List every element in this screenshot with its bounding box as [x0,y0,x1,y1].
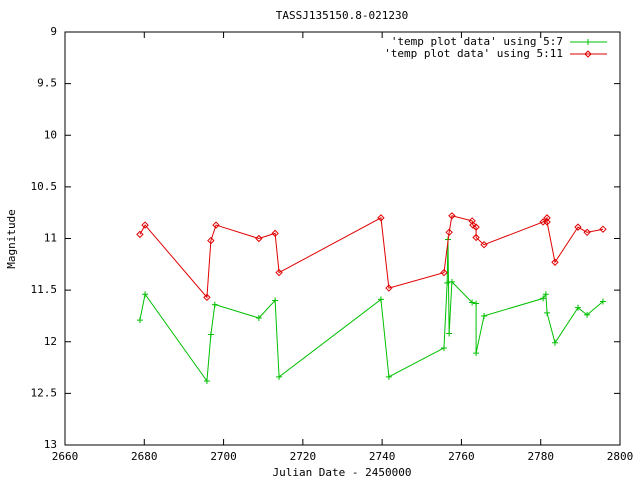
marker [584,50,592,58]
marker [446,330,453,337]
marker [203,293,211,302]
marker [212,221,220,229]
marker [473,350,480,357]
marker [539,218,547,226]
marker [448,212,456,220]
marker [551,339,558,346]
marker [385,373,392,380]
marker [203,377,210,384]
marker [255,315,262,322]
marker [377,214,385,222]
x-tick-label: 2780 [527,450,554,463]
marker [481,312,488,319]
y-tick-label: 10.5 [31,180,58,193]
marker [275,268,283,277]
marker [542,291,549,298]
marker [472,223,480,231]
legend-label: 'temp plot data' using 5:11 [384,47,563,60]
series-line [139,239,604,383]
marker [544,309,551,316]
marker [540,295,547,302]
marker [136,230,144,239]
marker [473,300,480,307]
marker [440,268,448,277]
legend-label: 'temp plot data' using 5:7 [391,35,563,48]
marker [142,291,149,298]
chart-title: TASSJ135150.8-021230 [276,9,408,22]
marker [207,236,215,245]
marker [583,228,591,237]
x-tick-label: 2700 [210,450,237,463]
marker [468,217,476,225]
marker [377,296,384,303]
y-tick-label: 9 [50,25,57,38]
x-axis-label: Julian Date - 2450000 [272,466,411,479]
marker [551,258,559,266]
marker [574,304,581,311]
marker [585,39,591,45]
marker [211,301,218,308]
x-tick-label: 2720 [290,450,317,463]
marker [543,218,551,226]
marker [584,311,591,318]
y-tick-label: 12 [44,335,57,348]
marker [469,221,477,229]
marker [385,284,393,292]
marker [469,299,476,306]
marker [141,221,149,229]
marker [255,234,263,243]
y-tick-label: 11.5 [31,283,58,296]
marker [271,229,279,238]
series-line [139,215,604,299]
marker [574,223,582,231]
marker [440,344,447,351]
marker [480,240,488,249]
marker [599,298,606,305]
x-tick-label: 2740 [369,450,396,463]
y-tick-label: 11 [44,232,57,245]
y-tick-label: 10 [44,128,57,141]
marker [276,373,283,380]
x-tick-label: 2800 [607,450,634,463]
y-axis-label: Magnitude [5,209,18,269]
x-tick-label: 2760 [448,450,475,463]
y-tick-label: 12.5 [31,386,58,399]
marker [444,279,451,286]
marker [207,331,214,338]
marker [445,228,453,237]
marker [472,233,480,242]
marker [448,278,455,285]
x-tick-label: 2660 [52,450,79,463]
marker [136,317,143,324]
x-tick-label: 2680 [131,450,158,463]
y-tick-label: 13 [44,438,57,451]
marker [599,225,607,233]
y-tick-label: 9.5 [37,77,57,90]
marker [272,297,279,304]
